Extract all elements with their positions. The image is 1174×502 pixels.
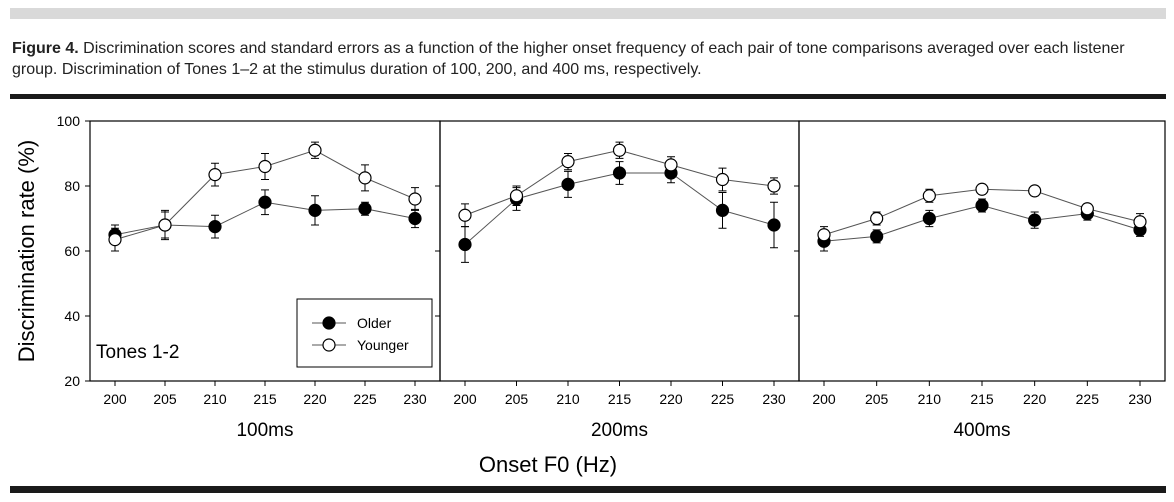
x-tick-label: 205 [505,391,529,407]
panel-title: 200ms [591,420,648,441]
data-point-older [561,177,575,191]
data-point-older [358,202,372,216]
x-tick-label: 200 [103,391,127,407]
x-tick-label: 225 [711,391,735,407]
data-point-older [1028,213,1042,227]
data-point-younger [158,218,172,232]
x-tick-label: 210 [556,391,580,407]
legend-label: Older [357,315,392,331]
data-point-older [767,218,781,232]
data-point-younger [715,172,730,187]
panel-annotation: Tones 1-2 [96,342,179,363]
x-tick-label: 230 [403,391,427,407]
data-point-younger [767,179,781,193]
x-tick-label: 215 [608,391,632,407]
data-point-younger [561,155,575,169]
panel-frame [439,120,800,382]
data-point-older [308,203,322,217]
y-tick-label: 80 [64,178,80,194]
panel-title: 400ms [953,420,1010,441]
data-point-younger [308,143,322,157]
data-point-younger [509,189,524,203]
x-tick-label: 225 [1076,391,1100,407]
x-tick-label: 220 [659,391,683,407]
legend-marker-older [322,316,336,330]
data-point-younger [612,143,627,157]
x-tick-label: 215 [253,391,277,407]
data-point-younger [108,233,122,247]
data-point-younger [870,211,884,226]
data-point-older [258,195,272,209]
x-tick-label: 230 [762,391,786,407]
caption-divider [10,94,1166,99]
figure-caption: Figure 4. Discrimination scores and stan… [12,38,1162,80]
x-tick-label: 225 [353,391,377,407]
data-point-older [208,220,222,234]
bottom-rule [10,486,1166,493]
x-tick-label: 215 [970,391,994,407]
y-tick-label: 60 [64,243,80,259]
legend-label: Younger [357,337,409,353]
y-tick-label: 100 [57,113,81,129]
data-point-younger [922,189,936,203]
x-tick-label: 220 [303,391,327,407]
y-tick-label: 40 [64,308,80,324]
x-tick-label: 205 [153,391,177,407]
x-tick-label: 210 [918,391,942,407]
data-point-younger [1028,184,1042,198]
x-tick-label: 200 [453,391,477,407]
x-tick-label: 230 [1128,391,1152,407]
data-point-younger [817,228,831,242]
data-point-younger [358,171,372,185]
top-rule [10,8,1166,19]
x-axis-label: Onset F0 (Hz) [479,452,617,477]
panel-title: 100ms [236,420,293,441]
y-axis-label: Discrimination rate (%) [14,140,39,363]
data-point-younger [458,208,472,222]
figure-label: Figure 4. [12,40,79,57]
data-point-older [458,237,472,252]
x-tick-label: 220 [1023,391,1047,407]
data-point-younger [664,158,678,172]
data-point-older [715,203,730,217]
data-point-younger [208,168,222,182]
data-point-older [870,229,884,243]
data-point-younger [1080,202,1094,216]
x-tick-label: 205 [865,391,889,407]
panel-frame [798,120,1166,382]
data-point-older [408,211,422,226]
x-tick-label: 200 [812,391,836,407]
data-point-younger [258,159,272,174]
x-tick-label: 210 [203,391,227,407]
data-point-younger [975,182,989,196]
data-point-younger [1133,215,1147,229]
legend-marker-younger [322,338,336,352]
figure-caption-text: Discrimination scores and standard error… [12,40,1125,78]
data-point-older [612,166,627,180]
y-tick-label: 20 [64,373,80,389]
data-point-older [922,211,936,226]
data-point-younger [408,192,422,206]
legend-box [296,298,433,368]
data-point-older [975,198,989,213]
